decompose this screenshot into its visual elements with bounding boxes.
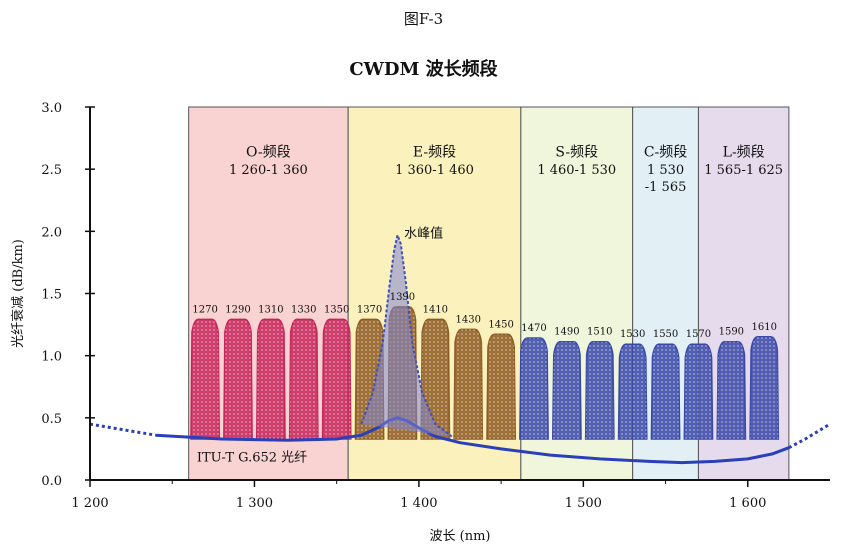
- x-tick-label-3: 1 500: [565, 496, 602, 511]
- channel-texture-1490: [552, 341, 582, 439]
- y-tick-label-2: 1.0: [41, 350, 62, 365]
- channel-label-1490: 1490: [554, 327, 579, 338]
- channel-texture-1590: [717, 341, 746, 439]
- y-tick-label-0: 0.0: [41, 474, 62, 489]
- channel-label-1610: 1610: [751, 322, 776, 333]
- channel-texture-1350: [322, 319, 351, 439]
- fiber-attenuation-line: [155, 416, 790, 465]
- band-range-4-1: 1 530: [647, 163, 684, 178]
- fiber-lead-in-line: [89, 422, 157, 437]
- lines-layer: [89, 231, 831, 465]
- channel-texture-1610: [750, 336, 779, 439]
- band-range-3: 1 460-1 530: [537, 163, 616, 178]
- channel-texture-1510: [585, 341, 614, 439]
- text-layer: O-频段 1 260-1 360 E-频段 1 360-1 460 S-频段 1 460-…: [10, 101, 783, 544]
- channel-label-1590: 1590: [719, 327, 744, 338]
- channel-label-1310: 1310: [258, 304, 283, 315]
- channel-texture-1470: [519, 337, 549, 439]
- channel-texture-1570: [684, 344, 713, 439]
- band-name-3: S-频段: [555, 145, 598, 161]
- channel-label-1530: 1530: [620, 329, 645, 340]
- channel-label-1410: 1410: [423, 304, 448, 315]
- band-name-2: E-频段: [413, 145, 456, 161]
- y-tick-label-6: 3.0: [41, 101, 62, 116]
- y-axis-label: 光纤衰减 (dB/km): [10, 239, 26, 348]
- band-name-5: L-频段: [723, 145, 765, 161]
- x-tick-label-0: 1 200: [71, 496, 108, 511]
- x-tick-label-4: 1 600: [729, 496, 766, 511]
- channel-texture-1450: [486, 334, 516, 439]
- channel-label-1550: 1550: [653, 329, 678, 340]
- channel-texture-1310: [256, 319, 286, 439]
- x-tick-label-1: 1 300: [236, 496, 273, 511]
- fiber-extension-line: [788, 422, 831, 450]
- band-range-5: 1 565-1 625: [704, 163, 783, 178]
- water-peak-fill: [361, 235, 452, 437]
- channel-label-1390: 1390: [390, 292, 415, 303]
- channel-label-1470: 1470: [521, 323, 546, 334]
- channel-texture-1330: [289, 319, 318, 439]
- channel-label-1370: 1370: [357, 304, 382, 315]
- channel-label-1350: 1350: [324, 304, 349, 315]
- x-tick-label-2: 1 400: [400, 496, 437, 511]
- channel-label-1330: 1330: [291, 304, 316, 315]
- channel-texture-1550: [651, 344, 680, 439]
- x-axis-label: 波长 (nm): [430, 529, 491, 544]
- channel-texture-1530: [618, 344, 647, 439]
- channel-texture-1270: [190, 319, 220, 439]
- channel-label-1270: 1270: [192, 304, 217, 315]
- fiber-annotation: ITU-T G.652 光纤: [197, 450, 307, 465]
- channel-label-1570: 1570: [686, 329, 711, 340]
- y-tick-label-1: 0.5: [41, 412, 62, 427]
- band-name-1: O-频段: [246, 145, 291, 161]
- band-name-4: C-频段: [644, 145, 687, 161]
- channels-layer: [190, 306, 780, 440]
- band-range-4-2: -1 565: [645, 180, 687, 195]
- water-peak-annotation: 水峰值: [404, 226, 443, 242]
- y-tick-label-3: 1.5: [41, 288, 62, 303]
- channel-label-1450: 1450: [488, 319, 513, 330]
- channel-label-1510: 1510: [587, 327, 612, 338]
- channel-label-1290: 1290: [225, 304, 250, 315]
- channel-texture-1430: [454, 329, 483, 439]
- band-range-2: 1 360-1 460: [395, 163, 474, 178]
- figure-number: 图F-3: [403, 10, 444, 28]
- y-tick-label-5: 2.5: [41, 163, 62, 178]
- y-tick-label-4: 2.0: [41, 225, 62, 240]
- channel-texture-1290: [223, 319, 253, 439]
- chart-title: CWDM 波长频段: [349, 59, 498, 80]
- axes-layer: [85, 106, 830, 487]
- channel-label-1430: 1430: [455, 314, 480, 325]
- band-range-1: 1 260-1 360: [229, 163, 308, 178]
- water-peak-line: [360, 231, 453, 438]
